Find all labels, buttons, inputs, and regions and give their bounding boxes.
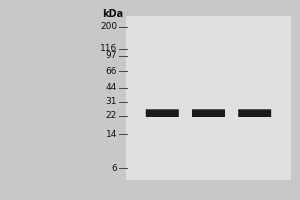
Text: 44: 44 [106,83,117,92]
Text: 14: 14 [106,130,117,139]
FancyBboxPatch shape [146,109,179,117]
Text: 97: 97 [106,51,117,60]
FancyBboxPatch shape [238,109,271,117]
Text: kDa: kDa [102,9,123,19]
Text: 66: 66 [106,67,117,76]
Text: 31: 31 [106,97,117,106]
Text: 116: 116 [100,44,117,53]
Text: 6: 6 [111,164,117,173]
Text: 200: 200 [100,22,117,31]
Text: 22: 22 [106,111,117,120]
FancyBboxPatch shape [192,109,225,117]
